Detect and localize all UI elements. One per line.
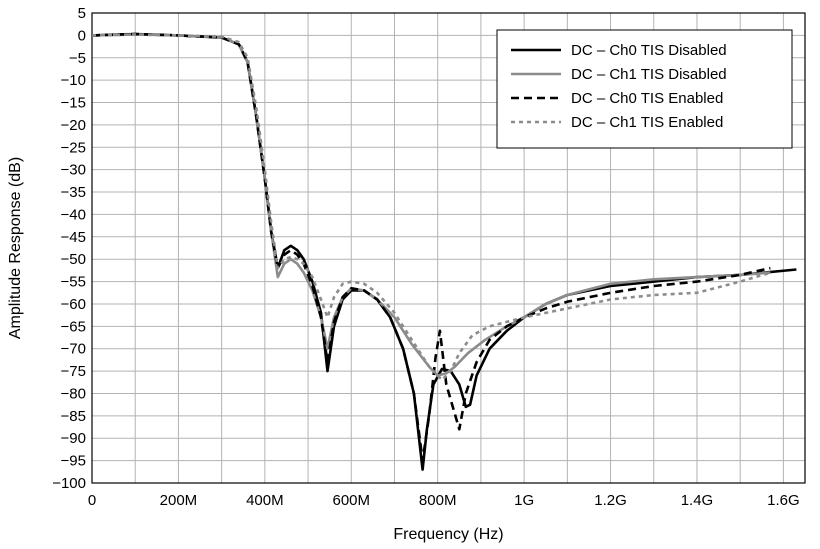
y-tick-label: −90 xyxy=(61,430,86,447)
y-tick-label: −20 xyxy=(61,117,86,134)
y-tick-labels: 5 0 −5 −10 −15 −20 −25 −30 −35 −40 −45 −50 −55 −60 −65… xyxy=(52,5,86,492)
y-tick-label: −70 xyxy=(61,341,86,358)
y-tick-label: 5 xyxy=(78,5,86,22)
x-tick-label: 400M xyxy=(246,492,284,509)
y-tick-label: −80 xyxy=(61,385,86,402)
legend-label-2: DC – Ch1 TIS Disabled xyxy=(571,66,727,83)
x-tick-label: 1.2G xyxy=(594,492,627,509)
legend-label-3: DC – Ch0 TIS Enabled xyxy=(571,90,723,107)
series-line-4 xyxy=(91,33,771,382)
x-tick-label: 0 xyxy=(88,492,96,509)
y-tick-label: −95 xyxy=(61,453,86,470)
y-tick-label: −10 xyxy=(61,72,86,89)
legend: DC – Ch0 TIS Disabled DC – Ch1 TIS Disabl… xyxy=(496,29,793,149)
y-tick-label: −65 xyxy=(61,318,86,335)
y-tick-label: −25 xyxy=(61,139,86,156)
x-tick-label: 1.6G xyxy=(767,492,800,509)
series-layer xyxy=(91,32,797,471)
y-tick-label: −15 xyxy=(61,95,86,112)
y-tick-label: −50 xyxy=(61,251,86,268)
y-tick-label: −85 xyxy=(61,408,86,425)
y-tick-label: −5 xyxy=(69,50,86,67)
y-axis-title: Amplitude Response (dB) xyxy=(7,157,24,339)
y-tick-label: 0 xyxy=(78,27,86,44)
x-tick-label: 1.4G xyxy=(681,492,714,509)
x-tick-labels: 0 200M 400M 600M 800M 1G 1.2G 1.4G 1.6G xyxy=(88,492,800,509)
y-tick-label: −75 xyxy=(61,363,86,380)
plot-frame xyxy=(91,12,806,484)
x-tick-label: 1G xyxy=(514,492,534,509)
y-tick-label: −60 xyxy=(61,296,86,313)
x-axis-title: Frequency (Hz) xyxy=(393,526,503,543)
y-tick-label: −55 xyxy=(61,274,86,291)
x-tick-label: 800M xyxy=(419,492,457,509)
y-tick-label: −35 xyxy=(61,184,86,201)
x-tick-label: 200M xyxy=(160,492,198,509)
y-tick-label: −45 xyxy=(61,229,86,246)
y-tick-label: −40 xyxy=(61,206,86,223)
y-tick-label: −30 xyxy=(61,162,86,179)
legend-label-4: DC – Ch1 TIS Enabled xyxy=(571,114,723,131)
x-tick-label: 600M xyxy=(333,492,371,509)
legend-label-1: DC – Ch0 TIS Disabled xyxy=(571,42,727,59)
plot-border xyxy=(91,12,806,484)
y-tick-label: −100 xyxy=(52,475,86,492)
